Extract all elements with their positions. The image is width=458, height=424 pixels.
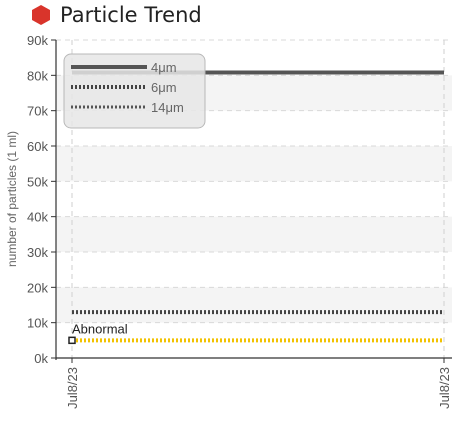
x-tick-label: Jul8/23 bbox=[437, 367, 452, 409]
grid-band bbox=[56, 146, 452, 182]
y-tick-label: 60k bbox=[27, 139, 48, 154]
legend-box bbox=[63, 53, 206, 129]
y-tick-label: 10k bbox=[27, 316, 48, 331]
y-tick-label: 50k bbox=[27, 174, 48, 189]
y-axis-label: number of particles (1 ml) bbox=[5, 131, 19, 267]
legend-label: 6μm bbox=[151, 80, 177, 95]
series-marker bbox=[68, 336, 76, 345]
red-hexagon-icon bbox=[32, 5, 50, 25]
y-tick-label: 80k bbox=[27, 68, 48, 83]
grid-band bbox=[56, 216, 452, 252]
annotation-label: Abnormal bbox=[72, 321, 128, 336]
legend-label: 4μm bbox=[151, 60, 177, 75]
x-tick-label: Jul8/23 bbox=[65, 367, 80, 409]
chart-header: Particle Trend bbox=[30, 0, 202, 30]
legend-label: 14μm bbox=[151, 100, 184, 115]
chart-title: Particle Trend bbox=[60, 3, 202, 27]
y-tick-label: 70k bbox=[27, 104, 48, 119]
y-tick-label: 30k bbox=[27, 245, 48, 260]
y-tick-label: 90k bbox=[27, 33, 48, 48]
y-tick-label: 0k bbox=[34, 351, 48, 366]
y-tick-label: 20k bbox=[27, 280, 48, 295]
legend: 4μm 6μm 14μm bbox=[63, 53, 206, 129]
grid-band bbox=[56, 287, 452, 323]
y-tick-label: 40k bbox=[27, 210, 48, 225]
